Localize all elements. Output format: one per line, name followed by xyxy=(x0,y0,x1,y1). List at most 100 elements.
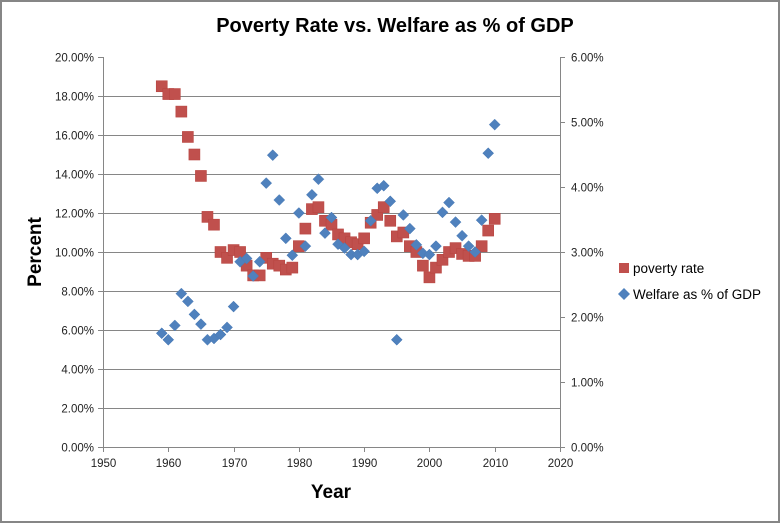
data-point-poverty-rate xyxy=(182,131,194,143)
data-point-welfare xyxy=(155,327,168,340)
y2-tick-label: 1.00% xyxy=(571,378,604,390)
data-point-welfare xyxy=(384,195,397,208)
y-tick-label: 14.00% xyxy=(55,170,94,182)
y-axis-tick-labels: 0.00% 2.00% 4.00% 6.00% 8.00% 10.00% 12.00% 14.… xyxy=(55,53,94,455)
data-point-poverty-rate xyxy=(169,88,181,100)
data-point-poverty-rate xyxy=(214,246,227,258)
data-point-poverty-rate xyxy=(358,232,370,245)
legend-item-welfare: Welfare as % of GDP xyxy=(618,287,761,302)
x-tick-label: 1950 xyxy=(91,458,117,470)
data-point-poverty-rate xyxy=(384,215,397,227)
y2-tick-label: 4.00% xyxy=(571,183,604,195)
data-point-welfare xyxy=(456,229,468,242)
y-tick-label: 8.00% xyxy=(61,287,94,299)
data-point-poverty-rate xyxy=(377,201,390,213)
y-tick-label: 10.00% xyxy=(55,248,94,260)
data-point-poverty-rate xyxy=(286,261,299,274)
y2-tick-label: 2.00% xyxy=(571,313,604,325)
x-tick-label: 1960 xyxy=(156,458,182,470)
data-point-welfare xyxy=(403,222,416,235)
y-tick-label: 12.00% xyxy=(55,209,94,221)
x-tick-label: 1990 xyxy=(352,458,378,470)
data-point-welfare xyxy=(475,214,488,227)
data-point-welfare xyxy=(319,227,331,240)
data-point-welfare xyxy=(338,242,351,254)
data-point-welfare xyxy=(306,188,318,201)
data-point-welfare xyxy=(449,216,462,228)
data-point-poverty-rate xyxy=(188,148,201,161)
data-point-welfare xyxy=(273,194,286,206)
legend-square-marker xyxy=(619,263,629,273)
data-point-welfare xyxy=(266,149,279,162)
x-tick-label: 1980 xyxy=(287,458,313,470)
legend-item-poverty-rate: poverty rate xyxy=(619,261,704,276)
y2-tick-label: 0.00% xyxy=(571,443,604,455)
data-point-welfare xyxy=(325,211,338,224)
data-point-poverty-rate xyxy=(175,105,188,118)
data-point-welfare xyxy=(162,333,175,346)
data-point-welfare xyxy=(279,232,292,245)
data-point-welfare xyxy=(227,300,240,313)
data-point-welfare xyxy=(469,246,481,258)
y-tick-label: 18.00% xyxy=(55,92,94,104)
data-point-welfare xyxy=(260,177,273,189)
data-point-welfare xyxy=(377,179,390,192)
data-point-poverty-rate xyxy=(299,222,312,235)
data-point-welfare xyxy=(436,206,449,219)
legend-label-poverty-rate: poverty rate xyxy=(633,261,704,276)
y2-tick-label: 6.00% xyxy=(571,53,604,65)
data-point-welfare xyxy=(299,240,312,253)
y2-tick-label: 5.00% xyxy=(571,118,604,130)
data-point-welfare xyxy=(488,118,501,131)
data-point-welfare xyxy=(364,214,377,227)
y-axis-title: Percent xyxy=(25,216,46,286)
data-point-poverty-rate xyxy=(488,213,501,225)
data-point-welfare xyxy=(175,287,188,300)
x-tick-label: 2010 xyxy=(483,458,509,470)
y-tick-label: 2.00% xyxy=(61,404,94,416)
data-point-welfare xyxy=(253,255,266,268)
data-point-poverty-rate xyxy=(417,259,429,272)
y-tick-label: 20.00% xyxy=(55,53,94,65)
data-point-poverty-rate xyxy=(423,271,436,284)
data-point-welfare xyxy=(247,270,260,282)
data-point-poverty-rate xyxy=(312,201,325,213)
data-point-welfare xyxy=(182,295,194,308)
data-point-welfare xyxy=(221,321,233,334)
data-point-poverty-rate xyxy=(371,209,384,221)
data-point-welfare xyxy=(168,319,181,332)
data-point-welfare xyxy=(240,252,253,265)
legend-diamond-marker xyxy=(618,288,630,300)
x-tick-label: 2020 xyxy=(548,458,574,470)
data-point-welfare xyxy=(195,318,207,331)
y-tick-label: 4.00% xyxy=(61,365,94,377)
data-point-welfare xyxy=(443,196,455,209)
data-point-welfare xyxy=(482,147,495,160)
data-point-welfare xyxy=(188,308,201,321)
y2-tick-label: 3.00% xyxy=(571,248,604,260)
data-point-welfare xyxy=(332,238,344,251)
x-tick-label: 1970 xyxy=(222,458,248,470)
y-tick-label: 16.00% xyxy=(55,131,94,143)
data-point-welfare xyxy=(410,238,423,251)
y-tick-label: 0.00% xyxy=(61,443,94,455)
y2-axis-tick-labels: 0.00% 1.00% 2.00% 3.00% 4.00% 5.00% 6.00% xyxy=(571,53,604,455)
data-point-welfare xyxy=(423,248,436,261)
x-axis-tick-labels: 1950 1960 1970 1980 1990 2000 2010 2020 xyxy=(91,458,574,470)
data-point-poverty-rate xyxy=(449,242,462,254)
chart-title: Poverty Rate vs. Welfare as % of GDP xyxy=(216,15,574,37)
data-point-poverty-rate xyxy=(155,80,168,93)
data-point-poverty-rate xyxy=(475,240,488,252)
legend: poverty rate Welfare as % of GDP xyxy=(618,261,761,302)
series-welfare xyxy=(155,118,501,346)
data-point-welfare xyxy=(312,173,325,186)
data-point-welfare xyxy=(286,249,299,262)
data-point-poverty-rate xyxy=(221,252,233,264)
data-point-welfare xyxy=(397,209,410,221)
x-axis-title: Year xyxy=(311,482,352,503)
data-point-poverty-rate xyxy=(208,218,220,231)
legend-label-welfare: Welfare as % of GDP xyxy=(633,287,761,302)
data-point-welfare xyxy=(214,328,227,341)
